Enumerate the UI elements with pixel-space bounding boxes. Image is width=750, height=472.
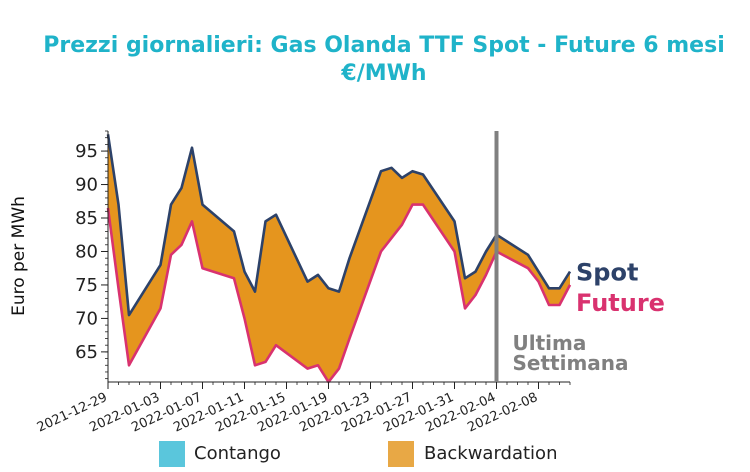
legend: Contango Backwardation bbox=[0, 437, 750, 471]
chart-subtitle: €/MWh bbox=[340, 61, 426, 86]
annotation-line-1: Ultima bbox=[513, 331, 587, 355]
backwardation-area bbox=[108, 134, 570, 382]
y-axis-label: Euro per MWh bbox=[9, 196, 29, 316]
annotation-line-2: Settimana bbox=[513, 351, 629, 375]
legend-swatch-backwardation bbox=[388, 441, 414, 467]
y-tick-label: 70 bbox=[75, 308, 98, 329]
y-tick-label: 90 bbox=[75, 175, 98, 196]
series-line-spot bbox=[106, 134, 572, 317]
legend-label-backwardation: Backwardation bbox=[424, 443, 558, 464]
series-label-spot: Spot bbox=[576, 259, 638, 287]
series-label-future: Future bbox=[576, 289, 665, 317]
y-tick-label: 75 bbox=[75, 275, 98, 296]
chart-title: Prezzi giornalieri: Gas Olanda TTF Spot … bbox=[43, 33, 725, 58]
y-tick-label: 80 bbox=[75, 241, 98, 262]
series-line-future bbox=[106, 203, 572, 384]
y-tick-label: 85 bbox=[75, 208, 98, 229]
y-tick-label: 65 bbox=[75, 342, 98, 363]
y-tick-label: 95 bbox=[75, 141, 98, 162]
series-line-layer bbox=[106, 134, 572, 384]
legend-label-contango: Contango bbox=[194, 443, 281, 464]
spread-fill-layer bbox=[108, 134, 570, 382]
legend-swatch-contango bbox=[159, 441, 185, 467]
